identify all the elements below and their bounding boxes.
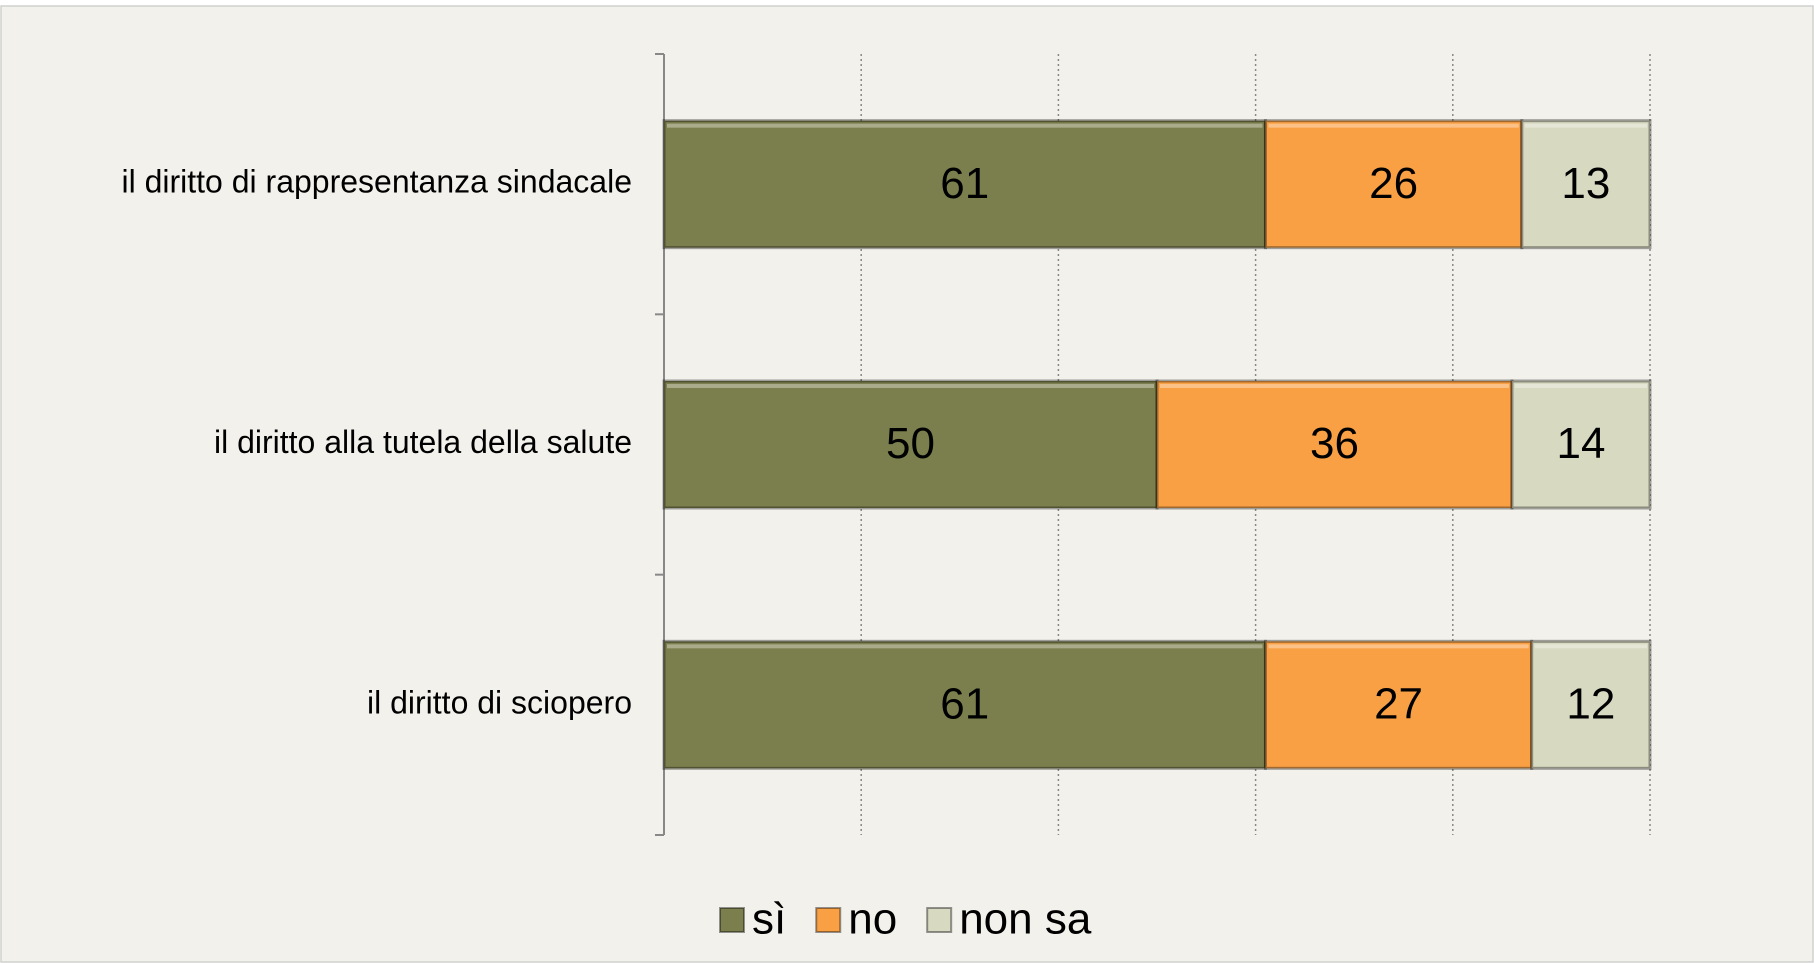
legend-swatch bbox=[815, 907, 842, 933]
bar-highlight bbox=[1268, 123, 1519, 128]
data-label: 36 bbox=[1310, 419, 1359, 468]
legend-label: non sa bbox=[959, 895, 1092, 944]
bar-segment bbox=[1263, 119, 1524, 250]
bar-highlight bbox=[1524, 123, 1647, 128]
data-label: 26 bbox=[1369, 159, 1418, 208]
bar-highlight bbox=[1514, 384, 1647, 388]
legend-swatch bbox=[926, 907, 953, 933]
data-label: 13 bbox=[1561, 159, 1610, 208]
bar-segment bbox=[1520, 119, 1652, 250]
bar-highlight bbox=[667, 644, 1263, 649]
bar-highlight bbox=[1534, 644, 1647, 649]
data-label: 12 bbox=[1566, 679, 1615, 728]
legend-swatch bbox=[719, 907, 745, 933]
category-label: il diritto alla tutela della salute bbox=[214, 424, 632, 460]
legend-label: no bbox=[848, 895, 897, 944]
category-label: il diritto di rappresentanza sindacale bbox=[121, 164, 632, 200]
bar-segment bbox=[1510, 379, 1652, 510]
bar-segment bbox=[662, 119, 1267, 250]
bar-segment bbox=[1530, 639, 1652, 770]
category-label: il diritto di sciopero bbox=[367, 684, 632, 720]
data-label: 50 bbox=[886, 419, 935, 468]
data-label: 14 bbox=[1557, 419, 1606, 468]
bar-segment bbox=[1263, 639, 1534, 770]
bar-highlight bbox=[667, 123, 1263, 128]
bar-highlight bbox=[1160, 384, 1509, 388]
bar-segment bbox=[662, 639, 1267, 770]
bar-segment bbox=[1155, 379, 1514, 510]
bar-segment bbox=[662, 379, 1159, 510]
data-label: 27 bbox=[1374, 679, 1423, 728]
data-label: 61 bbox=[940, 159, 989, 208]
bar-highlight bbox=[667, 384, 1154, 388]
bar-highlight bbox=[1268, 644, 1529, 649]
data-label: 61 bbox=[940, 679, 989, 728]
legend-label: sì bbox=[752, 895, 786, 944]
